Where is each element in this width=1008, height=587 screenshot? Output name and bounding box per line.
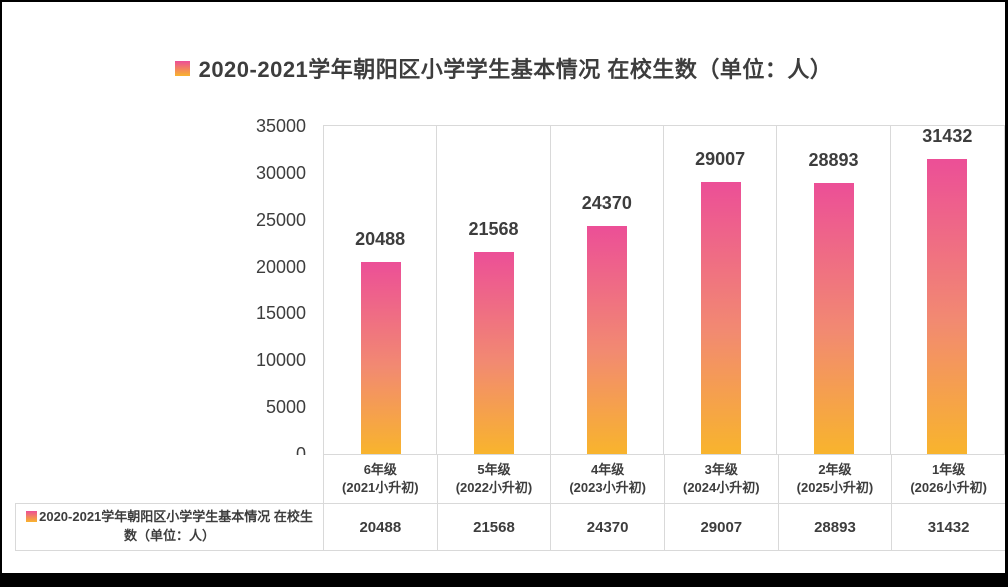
y-tick-label: 5000 [265,397,306,418]
y-tick-label: 20000 [255,256,306,277]
y-tick-label: 25000 [255,209,306,230]
plot-area: 20488 21568 24370 29007 28893 31432 [323,125,1005,455]
series-legend-swatch-icon [174,60,190,76]
value-cell: 28893 [777,503,893,551]
category-header-row: 6年级 (2021小升初) 5年级 (2022小升初) 4年级 (2023小升初) 3… [15,454,1005,504]
category-cell: 6年级 (2021小升初) [323,454,438,504]
bar-value-label: 20488 [355,229,406,249]
category-cell: 4年级 (2023小升初) [550,454,665,504]
plot-column: 21568 [437,126,551,454]
value-cell: 20488 [323,503,438,551]
bar [700,182,741,454]
category-cell: 5年级 (2022小升初) [436,454,552,504]
plot-column: 29007 [664,126,778,454]
legend-label: 2020-2021学年朝阳区小学学生基本情况 在校生数（单位：人） [39,509,313,543]
bar [587,226,628,454]
empty-corner-cell [15,454,324,504]
y-tick-label: 30000 [255,162,306,183]
bar-value-label: 21568 [468,219,519,239]
chart-title-row: 2020-2021学年朝阳区小学学生基本情况 在校生数（单位：人） [2,52,1005,84]
chart-title: 2020-2021学年朝阳区小学学生基本情况 在校生数（单位：人） [198,57,833,82]
bar [927,159,968,454]
value-cell: 21568 [436,503,552,551]
legend-swatch-icon [26,511,38,523]
category-cell: 1年级 (2026小升初) [891,454,1005,504]
bar-value-label: 29007 [695,149,746,169]
legend-cell: 2020-2021学年朝阳区小学学生基本情况 在校生数（单位：人） [15,503,324,551]
bar-value-label: 28893 [808,150,859,170]
plot-column: 28893 [777,126,891,454]
chart-canvas: 2020-2021学年朝阳区小学学生基本情况 在校生数（单位：人） 0 5000 1… [2,2,1005,573]
bar [360,262,401,454]
value-row: 2020-2021学年朝阳区小学学生基本情况 在校生数（单位：人） 20488 2… [15,503,1005,551]
value-cell: 24370 [550,503,665,551]
category-cell: 3年级 (2024小升初) [663,454,779,504]
value-cell: 29007 [663,503,779,551]
y-tick-label: 15000 [255,303,306,324]
y-tick-label: 0 [186,443,306,465]
value-cell: 31432 [891,503,1005,551]
bar [813,183,854,454]
data-table: 6年级 (2021小升初) 5年级 (2022小升初) 4年级 (2023小升初) 3… [15,454,1005,551]
plot-column: 24370 [551,126,664,454]
plot-column: 31432 [891,126,1004,454]
bar [473,252,514,454]
y-axis: 0 5000 10000 15000 20000 25000 30000 35000 [2,116,310,464]
plot-column: 20488 [324,126,438,454]
bar-value-label: 24370 [581,193,632,213]
y-tick-label: 10000 [255,350,306,371]
category-cell: 2年级 (2025小升初) [777,454,893,504]
bar-value-label: 31432 [922,126,973,146]
y-tick-label: 35000 [255,116,306,136]
